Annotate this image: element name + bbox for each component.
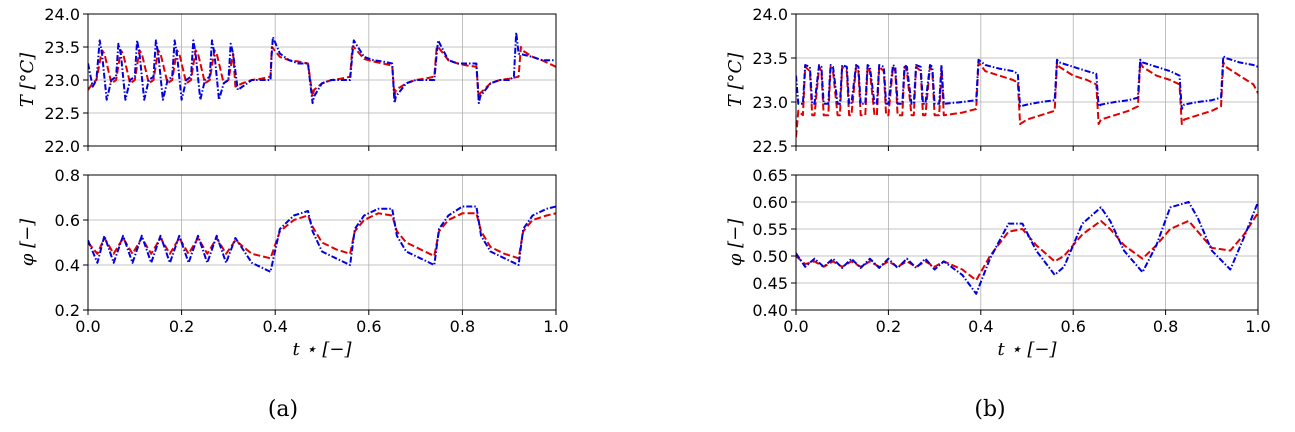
x-axis-label: t ⋆ [−] — [292, 339, 352, 360]
y-tick-label: 22.0 — [44, 137, 80, 156]
y-tick-label: 0.50 — [752, 247, 788, 266]
x-tick-label: 0.6 — [1060, 317, 1085, 336]
x-tick-label: 0.2 — [876, 317, 901, 336]
series-line-1 — [796, 201, 1258, 295]
y-tick-label: 22.5 — [752, 137, 788, 156]
series-line-1 — [88, 205, 556, 273]
y-tick-label: 23.5 — [752, 49, 788, 68]
x-tick-label: 0.8 — [1153, 317, 1178, 336]
y-tick-label: 22.5 — [44, 104, 80, 123]
series-line-0 — [88, 212, 556, 260]
y-axis-label: T [°C] — [17, 52, 38, 108]
panel-b-phi: 0.40 0.45 0.50 0.55 0.60 0.65 0.0 0.2 0.4 0.6 0.8 1… — [725, 166, 1271, 360]
y-tick-label: 0.45 — [752, 274, 788, 293]
panel-a-temperature: 22.0 22.5 23.0 23.5 24.0 T [°C] — [17, 5, 557, 156]
y-axis-label: φ [−] — [17, 218, 38, 266]
caption-a: (a) — [268, 397, 298, 422]
y-tick-label: 24.0 — [752, 5, 788, 24]
series-line-0 — [796, 212, 1258, 282]
series-line-1 — [796, 55, 1258, 110]
y-axis-label: T [°C] — [725, 52, 746, 108]
y-tick-label: 24.0 — [44, 5, 80, 24]
caption-b: (b) — [974, 397, 1005, 422]
x-tick-label: 0.8 — [450, 317, 475, 336]
x-tick-label: 1.0 — [543, 317, 568, 336]
plot-frame — [87, 174, 557, 311]
x-axis-label: t ⋆ [−] — [997, 339, 1057, 360]
series-line-0 — [88, 46, 556, 100]
y-tick-label: 0.8 — [55, 166, 80, 185]
series-line-1 — [88, 31, 556, 105]
x-tick-label: 1.0 — [1245, 317, 1270, 336]
panel-a-phi: 0.20.40.60.80.0 0.2 0.4 0.6 0.8 1.0φ [−]t ⋆ [… — [17, 166, 569, 360]
x-tick-label: 0.2 — [169, 317, 194, 336]
y-tick-label: 23.0 — [752, 93, 788, 112]
x-tick-label: 0.4 — [968, 317, 993, 336]
plot-frame — [795, 13, 1259, 147]
y-axis-label: φ [−] — [725, 218, 746, 266]
x-tick-label: 0.0 — [783, 317, 808, 336]
plot-frame — [795, 174, 1259, 311]
panel-b-temperature: 22.5 23.0 23.5 24.0 T [°C] — [725, 5, 1259, 156]
y-tick-label: 0.65 — [752, 166, 788, 185]
x-tick-label: 0.4 — [262, 317, 287, 336]
y-tick-label: 0.6 — [55, 211, 80, 230]
y-tick-label: 0.40 — [752, 301, 788, 320]
y-tick-label: 0.4 — [55, 256, 80, 275]
y-tick-label: 0.2 — [55, 301, 80, 320]
x-tick-label: 0.6 — [356, 317, 381, 336]
y-tick-label: 0.55 — [752, 220, 788, 239]
x-tick-label: 0.0 — [75, 317, 100, 336]
y-tick-label: 23.0 — [44, 71, 80, 90]
y-tick-label: 0.60 — [752, 193, 788, 212]
y-tick-label: 23.5 — [44, 38, 80, 57]
